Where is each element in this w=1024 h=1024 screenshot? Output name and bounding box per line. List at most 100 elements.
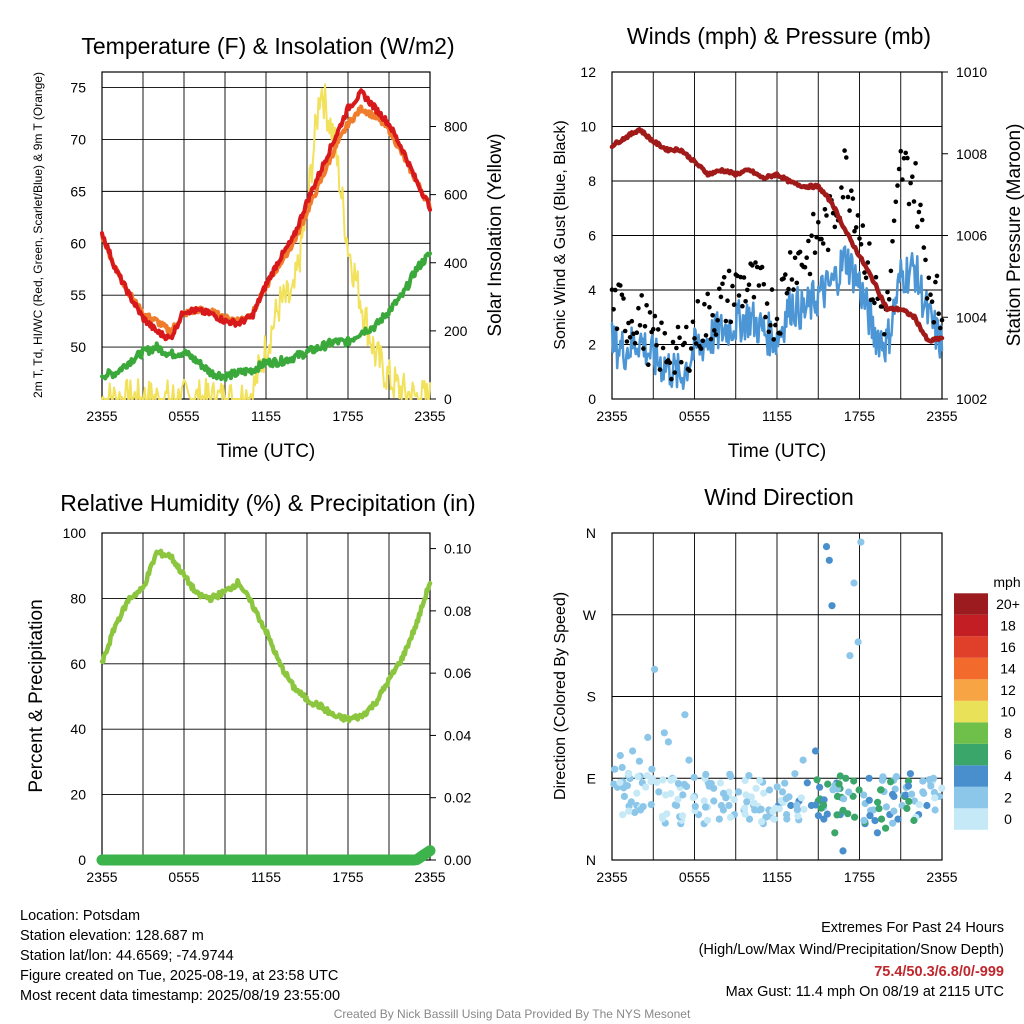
direction-point: [741, 776, 749, 785]
gust-point: [812, 250, 818, 255]
gust-point: [654, 343, 659, 348]
gust-point: [926, 275, 932, 281]
gust-point: [728, 319, 734, 325]
direction-point: [825, 556, 833, 564]
gust-point: [918, 202, 923, 208]
gust-point: [745, 287, 750, 293]
gust-point: [759, 264, 765, 270]
direction-point: [620, 792, 629, 801]
temp-chart-title: Temperature (F) & Insolation (W/m2): [81, 33, 454, 59]
gust-point: [717, 286, 722, 292]
direction-point: [702, 770, 710, 779]
dir-xtick-label: 2355: [926, 869, 957, 885]
direction-point: [902, 791, 910, 799]
gust-point: [900, 177, 905, 182]
direction-point: [822, 543, 831, 551]
direction-point: [854, 638, 862, 646]
created-text: Figure created on Tue, 2025-08-19, at 23…: [20, 968, 339, 984]
rh-ytick-label: 20: [70, 787, 86, 803]
gust-point: [787, 250, 793, 255]
colorbar-label: 8: [1004, 725, 1012, 741]
direction-point: [799, 756, 807, 764]
rh-ytick-label: 0: [78, 852, 86, 868]
dir-ytick-label: W: [583, 607, 597, 623]
direction-point: [635, 757, 644, 765]
direction-point: [871, 817, 879, 825]
gust-point: [888, 268, 894, 274]
gust-point: [619, 292, 625, 298]
direction-point: [877, 815, 886, 823]
precip-ytick-label: 0.04: [444, 727, 471, 743]
direction-point: [664, 738, 673, 746]
direction-point: [647, 801, 655, 809]
wind-xtick-label: 1155: [762, 408, 792, 424]
gust-point: [698, 346, 704, 351]
direction-point: [642, 783, 650, 791]
location-text: Location: Potsdam: [20, 908, 141, 924]
gust-point: [857, 236, 862, 241]
gust-point: [718, 294, 724, 300]
wind-xtick-label: 1755: [844, 408, 875, 424]
dir-xtick-label: 0555: [679, 869, 710, 885]
gust-point: [743, 299, 748, 304]
direction-point: [651, 665, 659, 673]
gust-point: [840, 195, 846, 200]
dir-ytick-label: N: [586, 852, 596, 868]
insolation-ytick-label: 0: [444, 391, 452, 407]
gust-point: [637, 323, 643, 328]
gust-point: [710, 313, 715, 318]
gust-point: [667, 360, 673, 366]
gust-point: [882, 332, 887, 337]
direction-point: [725, 801, 733, 810]
direction-point: [905, 797, 913, 806]
gust-point: [768, 322, 773, 328]
colorbar-swatch: [954, 722, 988, 744]
direction-point: [866, 812, 874, 820]
gust-point: [923, 257, 928, 263]
direction-point: [726, 813, 735, 821]
direction-point: [715, 815, 723, 823]
direction-point: [660, 729, 668, 737]
rh-xtick-label: 2355: [86, 869, 117, 885]
gust-point: [886, 297, 892, 302]
gust-point: [687, 368, 692, 373]
direction-point: [773, 783, 781, 791]
gust-point: [674, 345, 679, 351]
direction-point: [610, 780, 618, 788]
direction-point: [625, 807, 633, 815]
gust-point: [642, 324, 648, 329]
temp-ytick-label: 60: [70, 235, 86, 251]
gust-point: [695, 299, 701, 304]
dir-ytick-label: S: [587, 689, 596, 705]
direction-point: [734, 788, 743, 796]
precip-ytick-label: 0.02: [444, 790, 471, 806]
direction-point: [741, 804, 749, 812]
colorbar-swatch: [954, 636, 988, 658]
direction-point: [757, 805, 765, 813]
gust-point: [644, 303, 649, 308]
direction-point: [643, 772, 651, 780]
direction-point: [794, 812, 802, 820]
extremes-block: Extremes For Past 24 Hours (High/Low/Max…: [699, 918, 1004, 1002]
gust-point: [736, 293, 742, 298]
gust-point: [855, 213, 861, 218]
gust-point: [771, 337, 776, 342]
direction-point: [624, 770, 633, 778]
direction-point: [751, 806, 759, 814]
gust-point: [672, 370, 677, 375]
insolation-ytick-label: 400: [444, 255, 468, 271]
gust-point: [682, 340, 687, 346]
wind-ytick-label: 4: [588, 282, 596, 298]
gust-point: [910, 174, 915, 179]
gust-point: [816, 220, 821, 225]
gust-point: [939, 317, 945, 323]
gust-point: [844, 155, 849, 160]
direction-point: [644, 733, 652, 742]
temp-yaxis-title: 2m T, Td, HI/WC (Red, Green, Scarlet/Blu…: [31, 72, 45, 398]
gust-point: [789, 277, 795, 282]
gust-point: [763, 314, 768, 320]
direction-point: [745, 815, 754, 823]
colorbar-swatch: [954, 743, 988, 766]
gust-point: [741, 275, 747, 280]
rh-xtick-label: 1755: [332, 869, 363, 885]
